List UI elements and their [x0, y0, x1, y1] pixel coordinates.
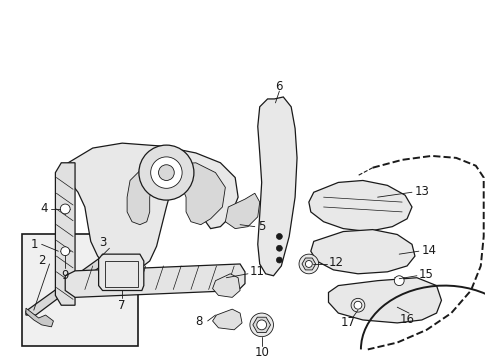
- Text: 13: 13: [414, 185, 429, 198]
- Circle shape: [256, 320, 266, 330]
- Polygon shape: [212, 309, 242, 330]
- Polygon shape: [225, 193, 259, 229]
- Text: 7: 7: [118, 299, 126, 312]
- Text: 4: 4: [40, 202, 47, 215]
- Text: 5: 5: [257, 220, 264, 233]
- Polygon shape: [99, 254, 143, 291]
- Text: 9: 9: [61, 269, 69, 282]
- Circle shape: [150, 157, 182, 188]
- Circle shape: [276, 257, 282, 263]
- Text: 11: 11: [249, 265, 264, 278]
- Circle shape: [276, 245, 282, 251]
- Circle shape: [158, 165, 174, 180]
- Circle shape: [60, 204, 70, 214]
- Circle shape: [139, 145, 194, 200]
- Circle shape: [305, 261, 312, 267]
- Circle shape: [350, 298, 364, 312]
- Text: 14: 14: [421, 244, 436, 257]
- Bar: [22, 234, 138, 346]
- Circle shape: [393, 276, 403, 285]
- Polygon shape: [55, 163, 75, 305]
- Text: 10: 10: [254, 346, 268, 359]
- Polygon shape: [257, 97, 296, 276]
- Text: 16: 16: [399, 314, 414, 327]
- Polygon shape: [127, 163, 225, 225]
- Text: 12: 12: [328, 256, 343, 270]
- Text: 2: 2: [38, 253, 45, 266]
- Polygon shape: [310, 230, 414, 274]
- Polygon shape: [63, 143, 238, 274]
- Circle shape: [61, 247, 69, 256]
- Bar: [105, 261, 138, 287]
- Polygon shape: [65, 264, 244, 297]
- Polygon shape: [26, 308, 53, 327]
- Circle shape: [249, 313, 273, 337]
- Circle shape: [298, 254, 318, 274]
- Polygon shape: [26, 240, 130, 315]
- Circle shape: [276, 234, 282, 239]
- Text: 17: 17: [340, 316, 355, 329]
- Text: 15: 15: [418, 268, 433, 281]
- Polygon shape: [308, 180, 411, 231]
- Polygon shape: [98, 244, 124, 258]
- Text: 3: 3: [99, 236, 106, 249]
- Polygon shape: [212, 274, 240, 297]
- Text: 6: 6: [275, 80, 283, 93]
- Text: 8: 8: [195, 315, 203, 328]
- Text: 1: 1: [30, 238, 38, 251]
- Polygon shape: [328, 278, 441, 323]
- Circle shape: [353, 301, 361, 309]
